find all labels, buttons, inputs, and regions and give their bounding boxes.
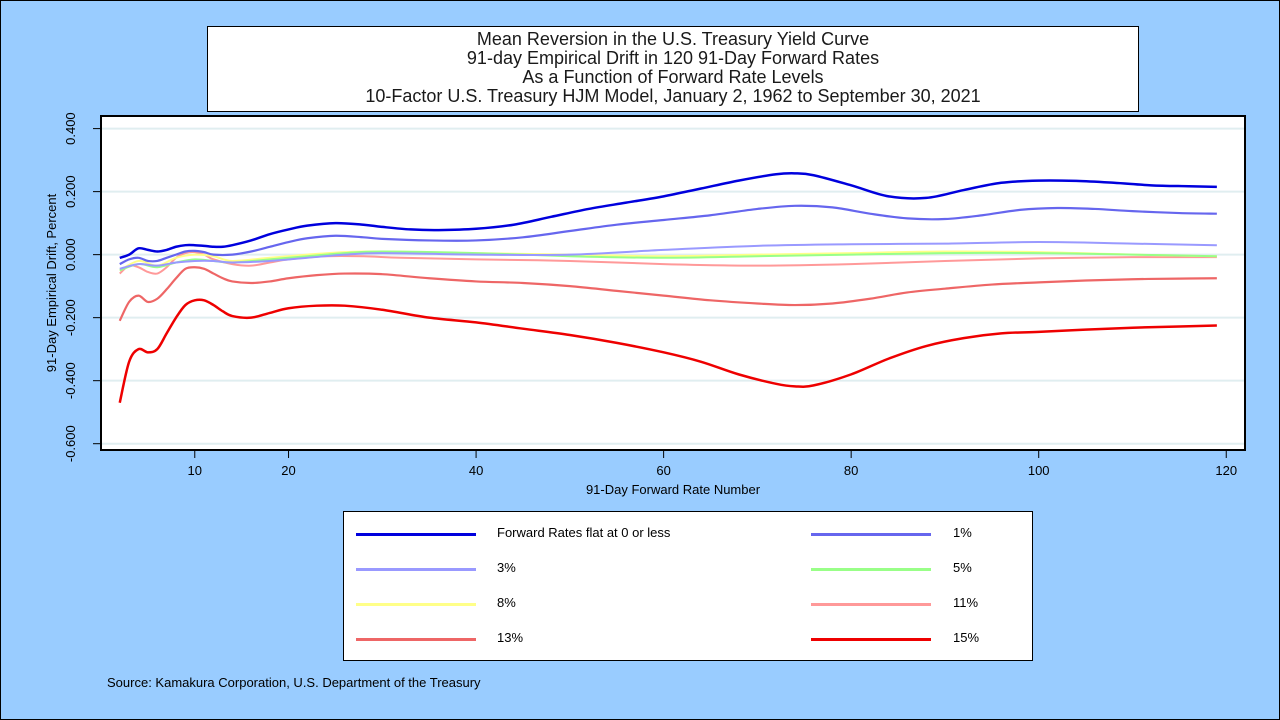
legend-item: 8% [356, 594, 566, 614]
legend-label: 11% [953, 595, 979, 610]
legend-item: 11% [811, 594, 1021, 614]
x-axis-label: 91-Day Forward Rate Number [586, 482, 761, 497]
title-line-4: 10-Factor U.S. Treasury HJM Model, Janua… [365, 86, 981, 106]
series-line-13- [118, 266, 1217, 322]
legend-swatch [356, 638, 476, 641]
legend-swatch [811, 533, 931, 536]
legend-item: 15% [811, 629, 1021, 649]
legend-swatch [356, 533, 476, 536]
legend-label: 15% [953, 630, 980, 645]
x-tick-label: 60 [656, 463, 670, 478]
legend-swatch [356, 603, 476, 606]
series-line-3- [119, 241, 1217, 270]
title-line-1: Mean Reversion in the U.S. Treasury Yiel… [476, 29, 870, 49]
legend-item: 13% [356, 629, 566, 649]
y-tick-label: 0.200 [63, 175, 78, 208]
title-line-3: As a Function of Forward Rate Levels [522, 67, 824, 87]
series-line-forward-rates-flat-at-0-or-less [119, 172, 1217, 259]
legend-label: 13% [497, 630, 524, 645]
legend-label: Forward Rates flat at 0 or less [497, 525, 671, 540]
legend: Forward Rates flat at 0 or less 1% 3% 5% 8% 1… [343, 511, 1033, 661]
x-tick-label: 80 [844, 463, 858, 478]
legend-item: 1% [811, 524, 1021, 544]
y-tick-label: -0.400 [63, 362, 78, 399]
series-line-1- [119, 204, 1217, 266]
x-tick-label: 120 [1215, 463, 1237, 478]
y-tick-label: 0.000 [63, 238, 78, 271]
legend-item: Forward Rates flat at 0 or less [356, 524, 670, 544]
legend-swatch [356, 568, 476, 571]
y-axis: 0.400 0.200 0.000 -0.200 -0.400 -0.600 [63, 112, 101, 462]
legend-label: 5% [953, 560, 972, 575]
legend-item: 5% [811, 559, 1021, 579]
y-tick-label: -0.200 [63, 299, 78, 336]
x-tick-label: 100 [1028, 463, 1050, 478]
x-tick-label: 20 [281, 463, 295, 478]
legend-item: 3% [356, 559, 566, 579]
y-tick-label: -0.600 [63, 425, 78, 462]
plot-border [100, 115, 1246, 451]
legend-swatch [811, 603, 931, 606]
legend-swatch [811, 568, 931, 571]
title-line-2: 91-day Empirical Drift in 120 91-Day For… [466, 48, 880, 68]
legend-label: 1% [953, 525, 972, 540]
x-axis: 10 20 40 60 80 100 120 [188, 450, 1237, 478]
legend-swatch [811, 638, 931, 641]
series-group [118, 172, 1217, 404]
x-tick-label: 10 [188, 463, 202, 478]
chart-title: Mean Reversion in the U.S. Treasury Yiel… [207, 26, 1139, 112]
source-note: Source: Kamakura Corporation, U.S. Depar… [107, 675, 481, 690]
x-tick-label: 40 [469, 463, 483, 478]
y-axis-label: 91-Day Empirical Drift, Percent [44, 193, 59, 372]
legend-label: 8% [497, 595, 516, 610]
plot-area [101, 116, 1245, 450]
y-tick-label: 0.400 [63, 112, 78, 145]
legend-label: 3% [497, 560, 516, 575]
series-line-15- [118, 298, 1217, 404]
grid-lines [101, 127, 1245, 445]
